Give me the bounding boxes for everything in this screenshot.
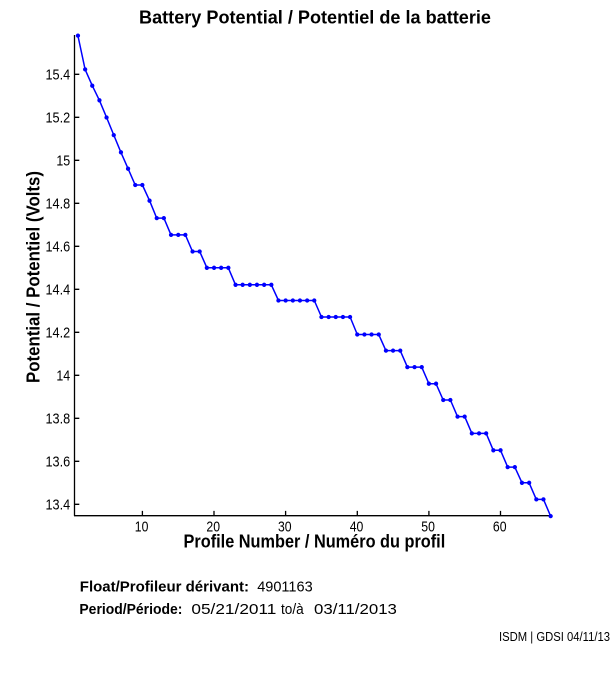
svg-text:to/à: to/à <box>281 601 304 618</box>
svg-text:03/11/2013: 03/11/2013 <box>314 601 397 618</box>
svg-text:Battery Potential / Potentiel: Battery Potential / Potentiel de la batt… <box>139 8 491 28</box>
svg-text:60: 60 <box>493 519 507 536</box>
svg-text:15.2: 15.2 <box>46 110 71 127</box>
svg-text:13.4: 13.4 <box>46 497 71 514</box>
svg-text:Float/Profileur dérivant:: Float/Profileur dérivant: <box>80 579 249 596</box>
svg-text:14.8: 14.8 <box>46 196 71 213</box>
svg-text:40: 40 <box>350 519 364 536</box>
svg-text:15.4: 15.4 <box>46 67 71 84</box>
svg-text:05/21/2011: 05/21/2011 <box>191 601 276 618</box>
svg-text:13.8: 13.8 <box>46 411 71 428</box>
svg-text:13.6: 13.6 <box>46 454 71 471</box>
svg-text:14: 14 <box>56 368 70 385</box>
svg-text:30: 30 <box>278 519 292 536</box>
svg-text:15: 15 <box>56 153 70 170</box>
svg-text:Profile Number / Numéro du pro: Profile Number / Numéro du profil <box>184 532 446 552</box>
svg-text:10: 10 <box>135 519 149 536</box>
svg-text:14.6: 14.6 <box>46 239 71 256</box>
svg-text:Potential / Potentiel (Volts): Potential / Potentiel (Volts) <box>24 171 44 383</box>
svg-text:14.4: 14.4 <box>46 282 71 299</box>
svg-text:14.2: 14.2 <box>46 325 71 342</box>
svg-text:ISDM | GDSI 04/11/13: ISDM | GDSI 04/11/13 <box>499 629 610 644</box>
svg-text:50: 50 <box>421 519 435 536</box>
svg-text:20: 20 <box>206 519 220 536</box>
svg-text:Period/Période:: Period/Période: <box>79 601 182 618</box>
svg-text:4901163: 4901163 <box>257 579 313 596</box>
